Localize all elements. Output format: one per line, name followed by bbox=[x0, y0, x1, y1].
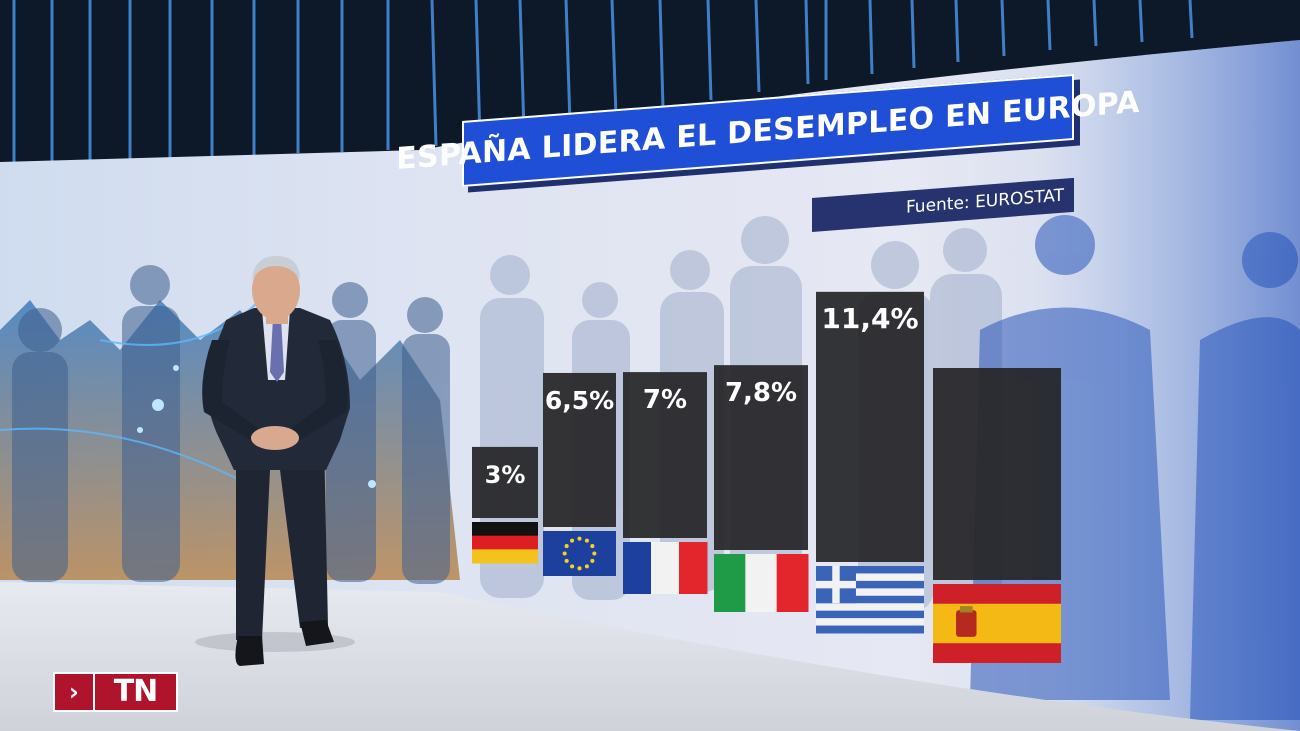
data-label-gr: 11,4% bbox=[821, 302, 918, 335]
data-label-de: 3% bbox=[485, 461, 526, 489]
flag-es-icon bbox=[933, 584, 1061, 663]
bar-it bbox=[714, 365, 808, 550]
flag-eu-icon bbox=[543, 531, 616, 576]
flag-it-icon bbox=[714, 554, 809, 612]
channel-logo: › TN bbox=[53, 672, 178, 712]
chart-source: Fuente: EUROSTAT bbox=[905, 185, 1064, 218]
bar-gr bbox=[816, 291, 924, 562]
bar-chart: 3% 6,5% 7% 7,8% 11,4% bbox=[472, 291, 1061, 663]
ceiling-slats bbox=[12, 0, 1194, 162]
bar-eu bbox=[543, 372, 616, 527]
data-label-fr: 7% bbox=[643, 385, 687, 415]
bar-es bbox=[933, 368, 1061, 580]
logo-text: TN bbox=[113, 674, 159, 709]
flag-de-icon bbox=[472, 522, 538, 564]
presenter bbox=[195, 256, 355, 666]
data-label-eu: 6,5% bbox=[545, 386, 614, 415]
chevron-right-icon: › bbox=[55, 674, 95, 710]
flag-gr-icon bbox=[816, 566, 924, 634]
bar-de bbox=[472, 446, 538, 518]
data-label-it: 7,8% bbox=[725, 378, 797, 408]
bar-fr bbox=[623, 372, 707, 538]
flag-fr-icon bbox=[623, 542, 708, 594]
